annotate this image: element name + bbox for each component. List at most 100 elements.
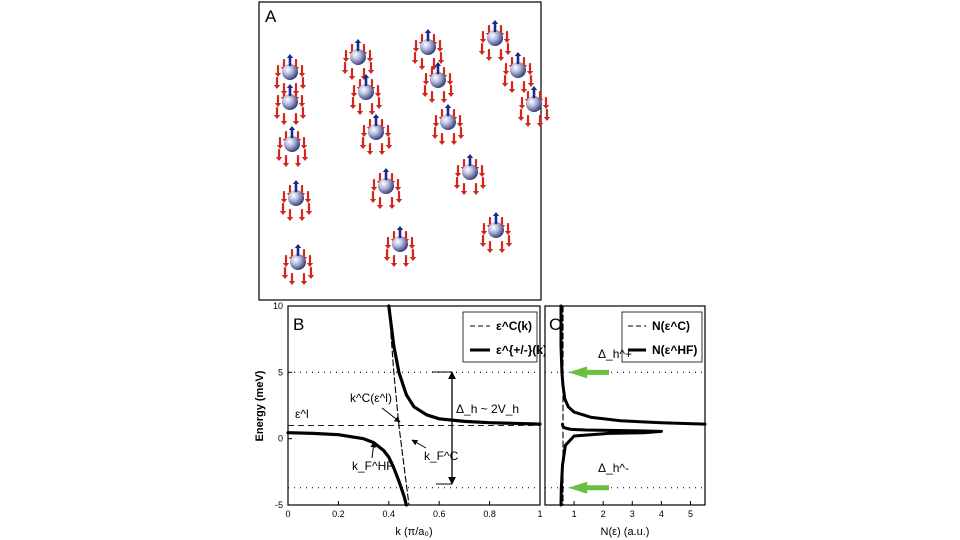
annot-kc-arrow — [381, 407, 401, 423]
panel-b-y-tick-label: 5 — [278, 367, 283, 377]
spin-arrow-head — [402, 263, 410, 267]
spin-arrow-head — [275, 157, 283, 161]
spin-arrow-head — [370, 187, 378, 191]
spin-arrow-head — [492, 212, 500, 216]
annot-kf-hf: k_F^HF — [352, 459, 394, 473]
spin-arrow-head — [447, 93, 455, 97]
spin-arrow-head — [504, 231, 512, 235]
spin-arrow-head — [354, 39, 362, 43]
spin-arrow-head — [411, 60, 419, 64]
spin-arrow-head — [428, 99, 436, 103]
panel-b-legend: ε^C(k) ε^{+/-}(k) — [462, 311, 547, 363]
spin-site — [478, 20, 512, 61]
spin-arrow-head — [273, 115, 281, 119]
panel-c-x-tick-label: 2 — [601, 509, 606, 519]
spin-arrow-head — [280, 121, 288, 125]
spin-arrow-head — [288, 281, 296, 285]
spin-arrow-head — [453, 185, 461, 189]
spin-arrow-head — [388, 205, 396, 209]
spin-ball — [290, 254, 306, 270]
spin-site — [273, 84, 307, 125]
panel-b-x-axis-label: k (π/a₀) — [395, 526, 432, 538]
spin-arrow-head — [408, 245, 416, 249]
spin-site — [479, 212, 513, 253]
panel-b-x-tick-label: 0.2 — [332, 509, 345, 519]
spin-arrow-head — [298, 217, 306, 221]
spin-ball — [526, 96, 542, 112]
spin-arrow-head — [432, 123, 440, 127]
panel-c-x-tick-label: 5 — [688, 509, 693, 519]
spin-arrow-head — [286, 217, 294, 221]
spin-arrow-head — [504, 51, 512, 55]
panel-b-y-tick-label: 10 — [273, 301, 283, 311]
spin-arrow-head — [466, 154, 474, 158]
spin-arrow-head — [372, 114, 380, 118]
spin-arrow-head — [273, 85, 281, 89]
spin-arrow-head — [280, 199, 288, 203]
panel-b-y-tick-label: 0 — [278, 434, 283, 444]
spin-arrow-head — [374, 93, 382, 97]
spin-arrow-head — [282, 163, 290, 167]
spin-ball — [378, 178, 394, 194]
spin-site — [383, 226, 417, 267]
spin-arrow-head — [526, 71, 534, 75]
spin-arrow-head — [418, 66, 426, 70]
spin-arrow-head — [479, 39, 487, 43]
spin-arrow-head — [472, 191, 480, 195]
spin-site — [341, 39, 375, 80]
spin-arrow-head — [518, 105, 526, 109]
spin-site — [281, 244, 315, 285]
spin-arrow-head — [454, 173, 462, 177]
spin-ball — [487, 30, 503, 46]
spin-arrow-head — [286, 54, 294, 58]
spin-arrow-head — [359, 145, 367, 149]
panel-b-x-tick-label: 0.8 — [483, 509, 496, 519]
spin-site — [273, 54, 307, 95]
legend-n-eps-hf: N(ε^HF) — [652, 343, 697, 357]
spin-arrow-head — [342, 58, 350, 62]
spin-arrow-head — [485, 57, 493, 61]
spin-ball — [488, 222, 504, 238]
spin-site — [431, 104, 465, 145]
panel-c-label: C — [549, 315, 561, 334]
spin-arrow-head — [394, 187, 402, 191]
panel-b-y-tick-label: -5 — [275, 500, 283, 510]
spin-arrow-head — [524, 123, 532, 127]
panel-c-x-axis-label: N(ε) (a.u.) — [601, 526, 650, 538]
spin-arrow-head — [300, 145, 308, 149]
spin-arrow-head — [479, 185, 487, 189]
spin-arrow-head — [440, 99, 448, 103]
panel-c-x-tick-label: 1 — [572, 509, 577, 519]
spin-ball — [288, 190, 304, 206]
panel-b-label: B — [293, 315, 304, 334]
spin-arrow-head — [491, 20, 499, 24]
spin-site — [349, 74, 383, 115]
spin-arrow-head — [292, 121, 300, 125]
spin-ball — [462, 164, 478, 180]
panel-b-legend-box — [462, 311, 538, 363]
spin-arrow-head — [460, 191, 468, 195]
spin-arrow-head — [299, 85, 307, 89]
spin-arrow-head — [348, 76, 356, 80]
spin-arrow-head — [367, 70, 375, 74]
spin-site — [279, 180, 313, 221]
spin-arrow-head — [274, 103, 282, 107]
spin-arrow-head — [294, 163, 302, 167]
panel-b-series-line — [387, 304, 542, 426]
spin-site — [501, 52, 535, 93]
spin-ball — [440, 114, 456, 130]
spin-arrow-head — [288, 126, 296, 130]
spin-arrow-head — [384, 133, 392, 137]
spin-arrow-head — [385, 145, 393, 149]
spin-arrow-head — [508, 89, 516, 93]
spin-site — [411, 29, 445, 70]
spin-ball — [368, 124, 384, 140]
legend-eps-pm: ε^{+/-}(k) — [496, 343, 547, 357]
annot-kf-c: k_F^C — [424, 449, 459, 463]
spin-arrow-head — [368, 111, 376, 115]
panel-a: A — [258, 1, 551, 301]
annot-kf-hf-arrow — [370, 441, 377, 459]
spin-ball — [350, 49, 366, 65]
panel-b-x-tick-label: 0 — [285, 509, 290, 519]
